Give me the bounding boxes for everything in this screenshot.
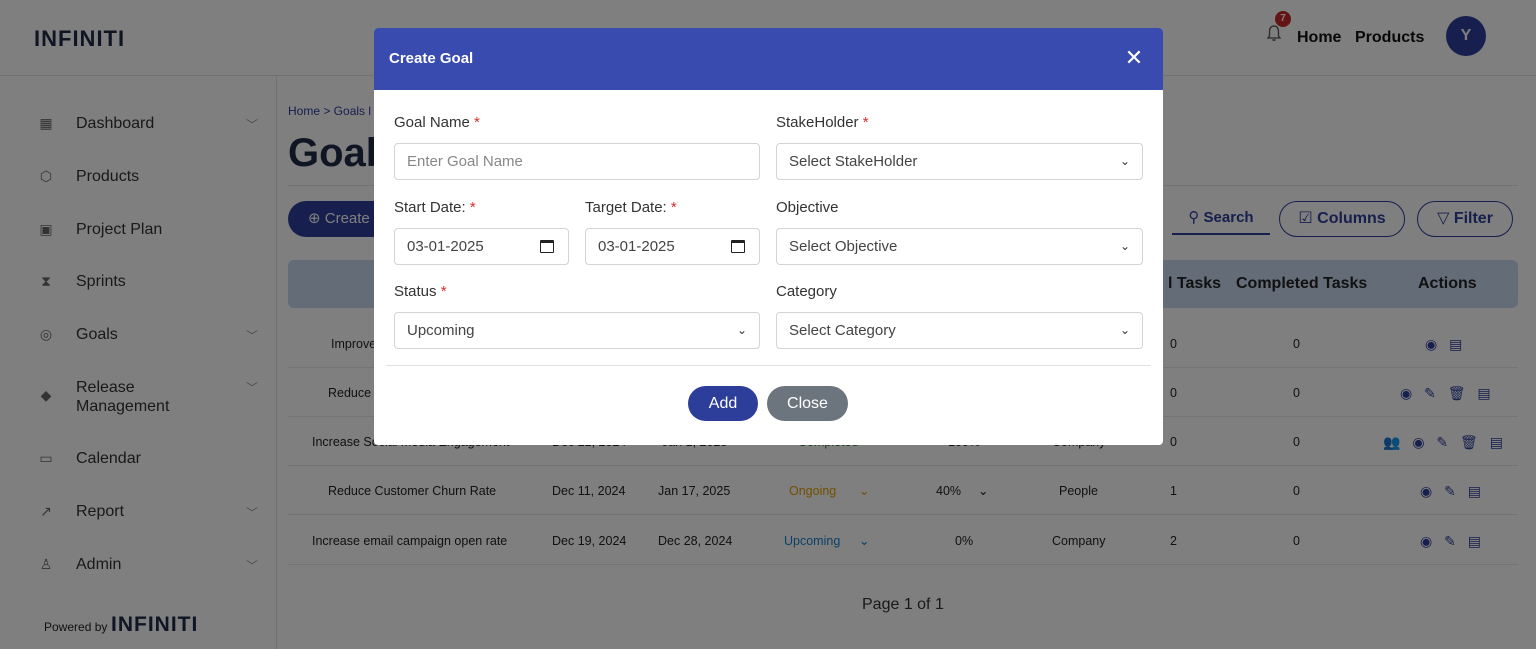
close-button[interactable]: Close [767,386,848,421]
status-label: Status * [394,283,447,300]
modal-header: Create Goal ✕ [374,28,1163,90]
objective-label: Objective [776,199,839,216]
close-icon[interactable]: ✕ [1124,45,1144,70]
create-goal-modal: Create Goal ✕ Goal Name * Enter Goal Nam… [374,28,1163,445]
chevron-down-icon: ⌄ [1119,239,1130,253]
goal-name-label: Goal Name * [394,114,480,131]
start-date-value: 03-01-2025 [407,238,484,255]
target-date-label: Target Date: * [585,199,677,216]
target-date-value: 03-01-2025 [598,238,675,255]
status-value: Upcoming [407,322,475,339]
chevron-down-icon: ⌄ [1119,154,1130,168]
objective-value: Select Objective [789,238,898,255]
stakeholder-label: StakeHolder * [776,114,869,131]
chevron-down-icon: ⌄ [736,323,747,337]
target-date-input[interactable]: 03-01-2025 [585,228,760,265]
calendar-icon[interactable] [540,240,554,253]
modal-title: Create Goal [389,50,474,67]
divider [386,365,1151,366]
category-select[interactable]: Select Category ⌄ [776,312,1143,349]
calendar-icon[interactable] [731,240,745,253]
stakeholder-value: Select StakeHolder [789,153,918,170]
start-date-label: Start Date: * [394,199,476,216]
chevron-down-icon: ⌄ [1119,323,1130,337]
stakeholder-select[interactable]: Select StakeHolder ⌄ [776,143,1143,180]
objective-select[interactable]: Select Objective ⌄ [776,228,1143,265]
goal-name-input[interactable]: Enter Goal Name [394,143,760,180]
category-value: Select Category [789,322,896,339]
start-date-input[interactable]: 03-01-2025 [394,228,569,265]
category-label: Category [776,283,837,300]
add-button[interactable]: Add [688,386,758,421]
status-select[interactable]: Upcoming ⌄ [394,312,760,349]
